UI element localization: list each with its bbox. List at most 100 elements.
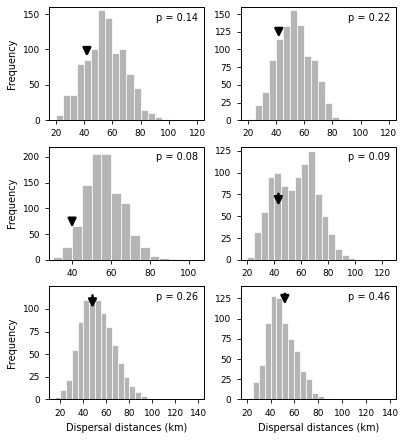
Text: p = 0.09: p = 0.09 <box>347 152 389 162</box>
Bar <box>296 25 303 120</box>
Bar <box>169 259 179 260</box>
Bar <box>111 193 120 260</box>
Bar <box>72 226 81 260</box>
Bar <box>106 327 112 400</box>
Bar <box>154 117 161 120</box>
Bar <box>133 88 140 120</box>
Bar <box>275 39 282 120</box>
Bar <box>77 323 83 400</box>
Bar <box>276 298 282 400</box>
Bar <box>70 95 77 120</box>
Bar <box>120 203 130 260</box>
Bar <box>268 60 275 120</box>
Bar <box>318 81 324 120</box>
Text: p = 0.46: p = 0.46 <box>347 292 389 302</box>
Bar <box>161 119 168 120</box>
Bar <box>130 235 140 260</box>
Bar <box>311 393 318 400</box>
Bar <box>294 351 300 400</box>
Bar <box>89 297 95 400</box>
Bar <box>274 173 281 260</box>
Y-axis label: Frequency: Frequency <box>7 38 17 89</box>
Bar <box>247 119 254 120</box>
Bar <box>129 386 135 400</box>
Text: p = 0.22: p = 0.22 <box>347 13 389 22</box>
Bar <box>282 26 289 120</box>
Bar <box>100 313 106 400</box>
X-axis label: Dispersal distances (km): Dispersal distances (km) <box>257 423 378 433</box>
Bar <box>332 117 339 120</box>
Bar <box>91 154 101 260</box>
Bar <box>247 257 254 260</box>
Bar <box>98 11 105 120</box>
Bar <box>260 212 267 260</box>
Bar <box>318 396 324 400</box>
X-axis label: Dispersal distances (km): Dispersal distances (km) <box>66 423 187 433</box>
Bar <box>335 249 341 260</box>
Bar <box>56 114 63 120</box>
Bar <box>258 366 264 400</box>
Bar <box>246 398 252 400</box>
Bar <box>282 323 288 400</box>
Bar <box>341 256 348 260</box>
Bar <box>152 399 158 400</box>
Bar <box>289 11 296 120</box>
Bar <box>135 392 141 400</box>
Text: p = 0.08: p = 0.08 <box>156 152 198 162</box>
Bar <box>66 380 72 400</box>
Bar <box>60 390 66 400</box>
Bar <box>264 323 270 400</box>
Y-axis label: Frequency: Frequency <box>7 318 17 368</box>
Bar <box>329 399 335 400</box>
Bar <box>91 49 98 120</box>
Bar <box>112 53 119 120</box>
Bar <box>314 194 321 260</box>
Bar <box>287 190 294 260</box>
Bar <box>77 63 84 120</box>
Bar <box>101 154 111 260</box>
Bar <box>303 56 311 120</box>
Bar <box>54 397 60 400</box>
Bar <box>254 105 261 120</box>
Bar <box>324 103 332 120</box>
Bar <box>149 256 159 260</box>
Bar <box>281 186 287 260</box>
Bar <box>267 177 274 260</box>
Bar <box>300 371 306 400</box>
Bar <box>159 258 169 260</box>
Bar <box>252 381 258 400</box>
Bar <box>146 398 152 400</box>
Bar <box>306 379 311 400</box>
Bar <box>328 234 335 260</box>
Bar <box>307 151 314 260</box>
Bar <box>311 60 318 120</box>
Bar <box>53 257 62 260</box>
Bar <box>140 247 149 260</box>
Bar <box>123 377 129 400</box>
Bar <box>81 185 91 260</box>
Bar <box>261 92 268 120</box>
Bar <box>84 60 91 120</box>
Bar <box>83 300 89 400</box>
Bar <box>339 119 346 120</box>
Bar <box>112 345 117 400</box>
Bar <box>140 110 147 120</box>
Bar <box>72 350 77 400</box>
Bar <box>324 398 329 400</box>
Bar <box>254 232 260 260</box>
Bar <box>321 216 328 260</box>
Bar <box>126 74 133 120</box>
Bar <box>301 164 307 260</box>
Y-axis label: Frequency: Frequency <box>7 178 17 228</box>
Text: p = 0.14: p = 0.14 <box>156 13 198 22</box>
Bar <box>294 177 301 260</box>
Bar <box>117 363 123 400</box>
Bar <box>95 300 100 400</box>
Bar <box>270 296 276 400</box>
Bar <box>288 339 294 400</box>
Bar <box>105 18 112 120</box>
Bar <box>147 113 154 120</box>
Bar <box>119 49 126 120</box>
Bar <box>62 247 72 260</box>
Bar <box>63 95 70 120</box>
